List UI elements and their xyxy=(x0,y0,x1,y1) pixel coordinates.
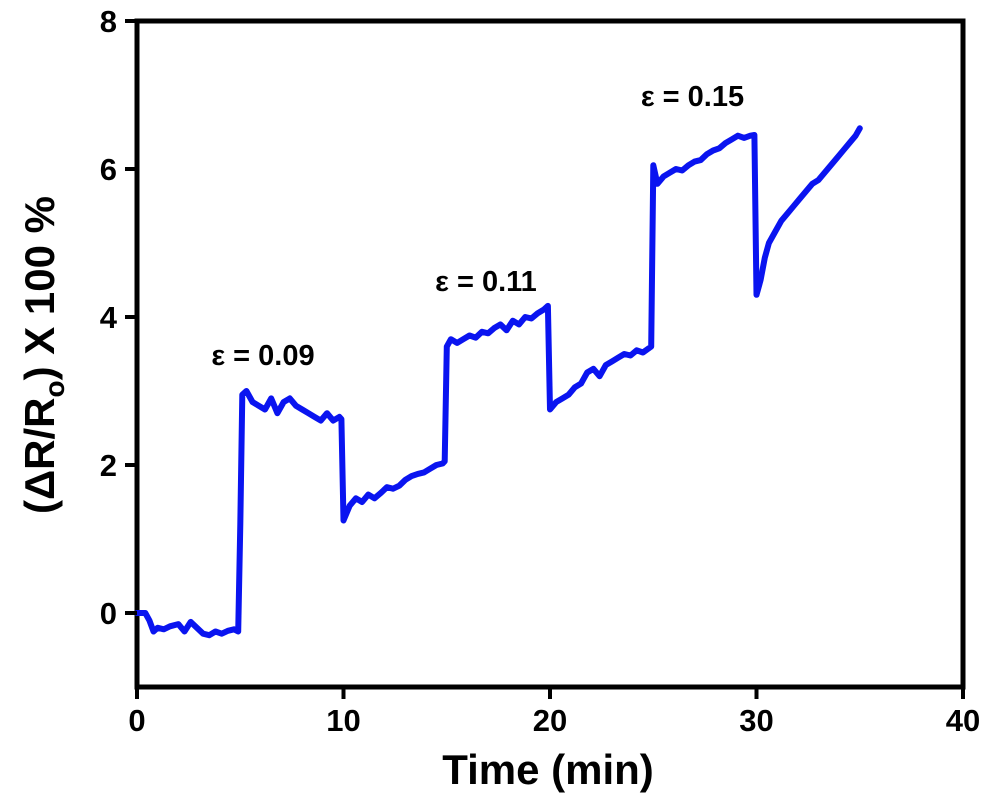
x-tick-label: 10 xyxy=(326,703,360,738)
annotation-layer: ε = 0.09 ε = 0.11 ε = 0.15 xyxy=(211,81,744,372)
x-tick-label: 0 xyxy=(128,703,145,738)
y-tick-label: 8 xyxy=(100,4,117,39)
y-tick-label: 6 xyxy=(100,152,117,187)
y-axis-title-post: ) X 100 % xyxy=(16,196,63,380)
tick-layer: 0 10 20 30 40 0 2 4 6 8 xyxy=(100,4,980,738)
x-tick-label: 30 xyxy=(739,703,773,738)
series-layer xyxy=(134,125,863,639)
x-tick-label: 20 xyxy=(533,703,567,738)
strain-annotation: ε = 0.15 xyxy=(641,81,744,113)
y-axis-title-sub: o xyxy=(39,380,70,397)
series-line xyxy=(134,125,863,639)
y-tick-label: 2 xyxy=(100,448,117,483)
y-axis-title-pre: (ΔR/R xyxy=(16,398,63,515)
strain-annotation: ε = 0.09 xyxy=(211,340,314,372)
x-tick-label: 40 xyxy=(946,703,980,738)
x-axis-title: Time (min) xyxy=(442,746,654,793)
y-tick-label: 4 xyxy=(100,300,118,335)
strain-annotation: ε = 0.11 xyxy=(435,266,537,298)
y-tick-label: 0 xyxy=(100,596,117,631)
y-axis-title: (ΔR/Ro) X 100 % xyxy=(16,196,70,514)
